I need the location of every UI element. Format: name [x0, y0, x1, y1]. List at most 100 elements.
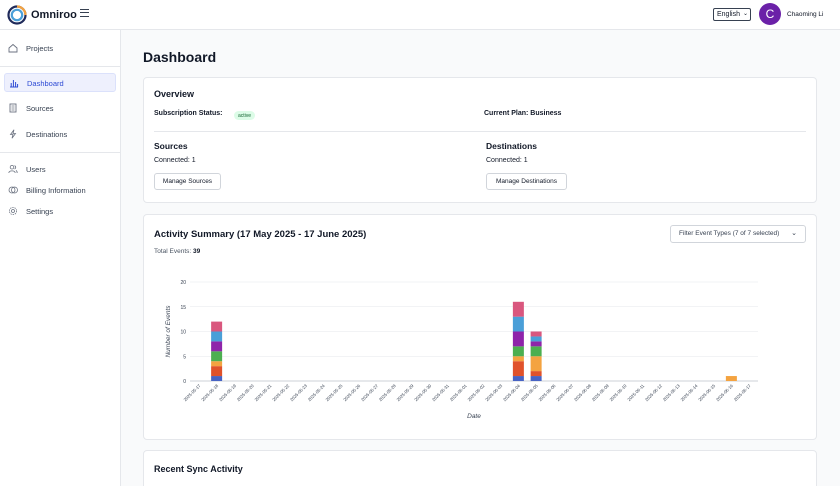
activity-chart: 051015202025-05-172025-05-182025-05-1920… [165, 280, 758, 420]
bar-segment [211, 366, 223, 377]
bar-segment [530, 341, 542, 347]
x-tick-label: 2025-06-14 [680, 383, 700, 403]
users-icon [8, 165, 18, 174]
x-tick-label: 2025-05-24 [307, 383, 327, 403]
sidebar-item-projects[interactable]: Projects [4, 39, 116, 58]
x-tick-label: 2025-05-31 [431, 383, 451, 403]
x-tick-label: 2025-06-09 [591, 383, 611, 403]
x-tick-label: 2025-06-01 [449, 383, 469, 403]
sidebar-item-label: Destinations [26, 130, 68, 139]
x-tick-label: 2025-06-13 [662, 383, 682, 403]
filter-label: Filter Event Types (7 of 7 selected) [679, 230, 780, 237]
sidebar: Projects Dashboard Sources Destinations … [0, 30, 121, 486]
language-value: English [717, 11, 740, 18]
x-axis-label: Date [467, 413, 481, 420]
x-tick-label: 2025-05-22 [271, 383, 291, 403]
y-tick-label: 5 [183, 354, 186, 360]
y-tick-label: 0 [183, 379, 186, 385]
bar-segment [512, 346, 524, 357]
x-tick-label: 2025-06-03 [484, 383, 504, 403]
activity-card [143, 214, 817, 440]
sidebar-item-label: Projects [26, 44, 54, 53]
bar-segment [512, 361, 524, 377]
chevron-down-icon: ⌄ [742, 11, 748, 17]
x-tick-label: 2025-06-17 [733, 383, 753, 403]
bar-chart-icon [10, 80, 19, 88]
x-tick-label: 2025-05-17 [183, 383, 203, 403]
x-tick-label: 2025-05-30 [413, 383, 433, 403]
x-tick-label: 2025-05-23 [289, 383, 309, 403]
sources-title: Sources [154, 141, 188, 151]
bar-segment [512, 331, 524, 347]
bar-segment [530, 331, 542, 337]
top-bar: Omniroo English ⌄ C Chaoming Li [0, 0, 840, 30]
y-tick-label: 20 [180, 280, 186, 286]
sidebar-item-sources[interactable]: Sources [4, 99, 116, 118]
language-select[interactable]: English ⌄ [713, 8, 751, 21]
bar-segment [530, 336, 542, 342]
y-tick-label: 15 [180, 305, 186, 311]
x-tick-label: 2025-06-07 [555, 383, 575, 403]
bar-segment [211, 331, 223, 342]
x-tick-label: 2025-05-26 [342, 383, 362, 403]
recent-sync-title: Recent Sync Activity [154, 464, 243, 474]
subscription-status-label: Subscription Status: [154, 110, 223, 117]
sidebar-item-label: Settings [26, 207, 54, 216]
billing-icon [8, 186, 18, 194]
lightning-icon [9, 129, 17, 139]
x-tick-label: 2025-05-29 [396, 383, 416, 403]
overview-card [143, 77, 817, 203]
sidebar-item-label: Users [26, 165, 46, 174]
x-tick-label: 2025-06-04 [502, 383, 522, 403]
bar-segment [512, 316, 524, 332]
sidebar-item-label: Dashboard [27, 79, 64, 88]
filter-event-types-button[interactable]: Filter Event Types (7 of 7 selected) ⌄ [670, 225, 806, 243]
omniroo-logo-icon[interactable] [7, 5, 27, 25]
sidebar-item-destinations[interactable]: Destinations [4, 125, 116, 144]
x-tick-label: 2025-06-08 [573, 383, 593, 403]
x-tick-label: 2025-06-06 [538, 383, 558, 403]
user-name[interactable]: Chaoming Li [787, 11, 824, 18]
sources-connected: Connected: 1 [154, 157, 196, 164]
recent-sync-card [143, 450, 817, 486]
x-tick-label: 2025-06-10 [609, 383, 629, 403]
avatar[interactable]: C [759, 3, 781, 25]
manage-destinations-button[interactable]: Manage Destinations [486, 173, 567, 190]
building-icon [9, 103, 17, 113]
bar-segment [211, 341, 223, 352]
sidebar-item-settings[interactable]: Settings [4, 202, 116, 221]
manage-sources-button[interactable]: Manage Sources [154, 173, 221, 190]
bar-segment [725, 376, 737, 381]
x-tick-label: 2025-06-15 [697, 383, 717, 403]
current-plan: Current Plan: Business [484, 110, 562, 117]
bar-segment [211, 376, 223, 381]
x-tick-label: 2025-05-28 [378, 383, 398, 403]
sidebar-item-label: Billing Information [26, 186, 86, 195]
y-tick-label: 10 [180, 330, 186, 336]
gear-icon [9, 207, 17, 215]
destinations-title: Destinations [486, 141, 538, 151]
sidebar-item-dashboard[interactable]: Dashboard [4, 73, 116, 92]
bar-segment [211, 321, 223, 332]
x-tick-label: 2025-06-05 [520, 383, 540, 403]
brand-name: Omniroo [31, 9, 77, 21]
y-axis-label: Number of Events [165, 305, 172, 358]
x-tick-label: 2025-06-11 [626, 383, 645, 402]
total-events: Total Events: 39 [154, 248, 201, 255]
bar-segment [211, 361, 223, 367]
bar-segment [211, 351, 223, 362]
page-title: Dashboard [143, 49, 217, 65]
bar-segment [512, 356, 524, 362]
home-icon [8, 43, 18, 53]
sidebar-item-users[interactable]: Users [4, 160, 116, 179]
x-tick-label: 2025-05-25 [325, 383, 345, 403]
menu-toggle-icon[interactable] [80, 9, 89, 17]
status-badge: active [234, 111, 256, 120]
bar-segment [530, 376, 542, 381]
sidebar-item-billing[interactable]: Billing Information [4, 181, 116, 200]
bar-segment [512, 301, 524, 317]
bar-segment [512, 376, 524, 381]
bar-segment [530, 346, 542, 357]
x-tick-label: 2025-05-27 [360, 383, 380, 403]
chevron-down-icon: ⌄ [791, 230, 797, 237]
